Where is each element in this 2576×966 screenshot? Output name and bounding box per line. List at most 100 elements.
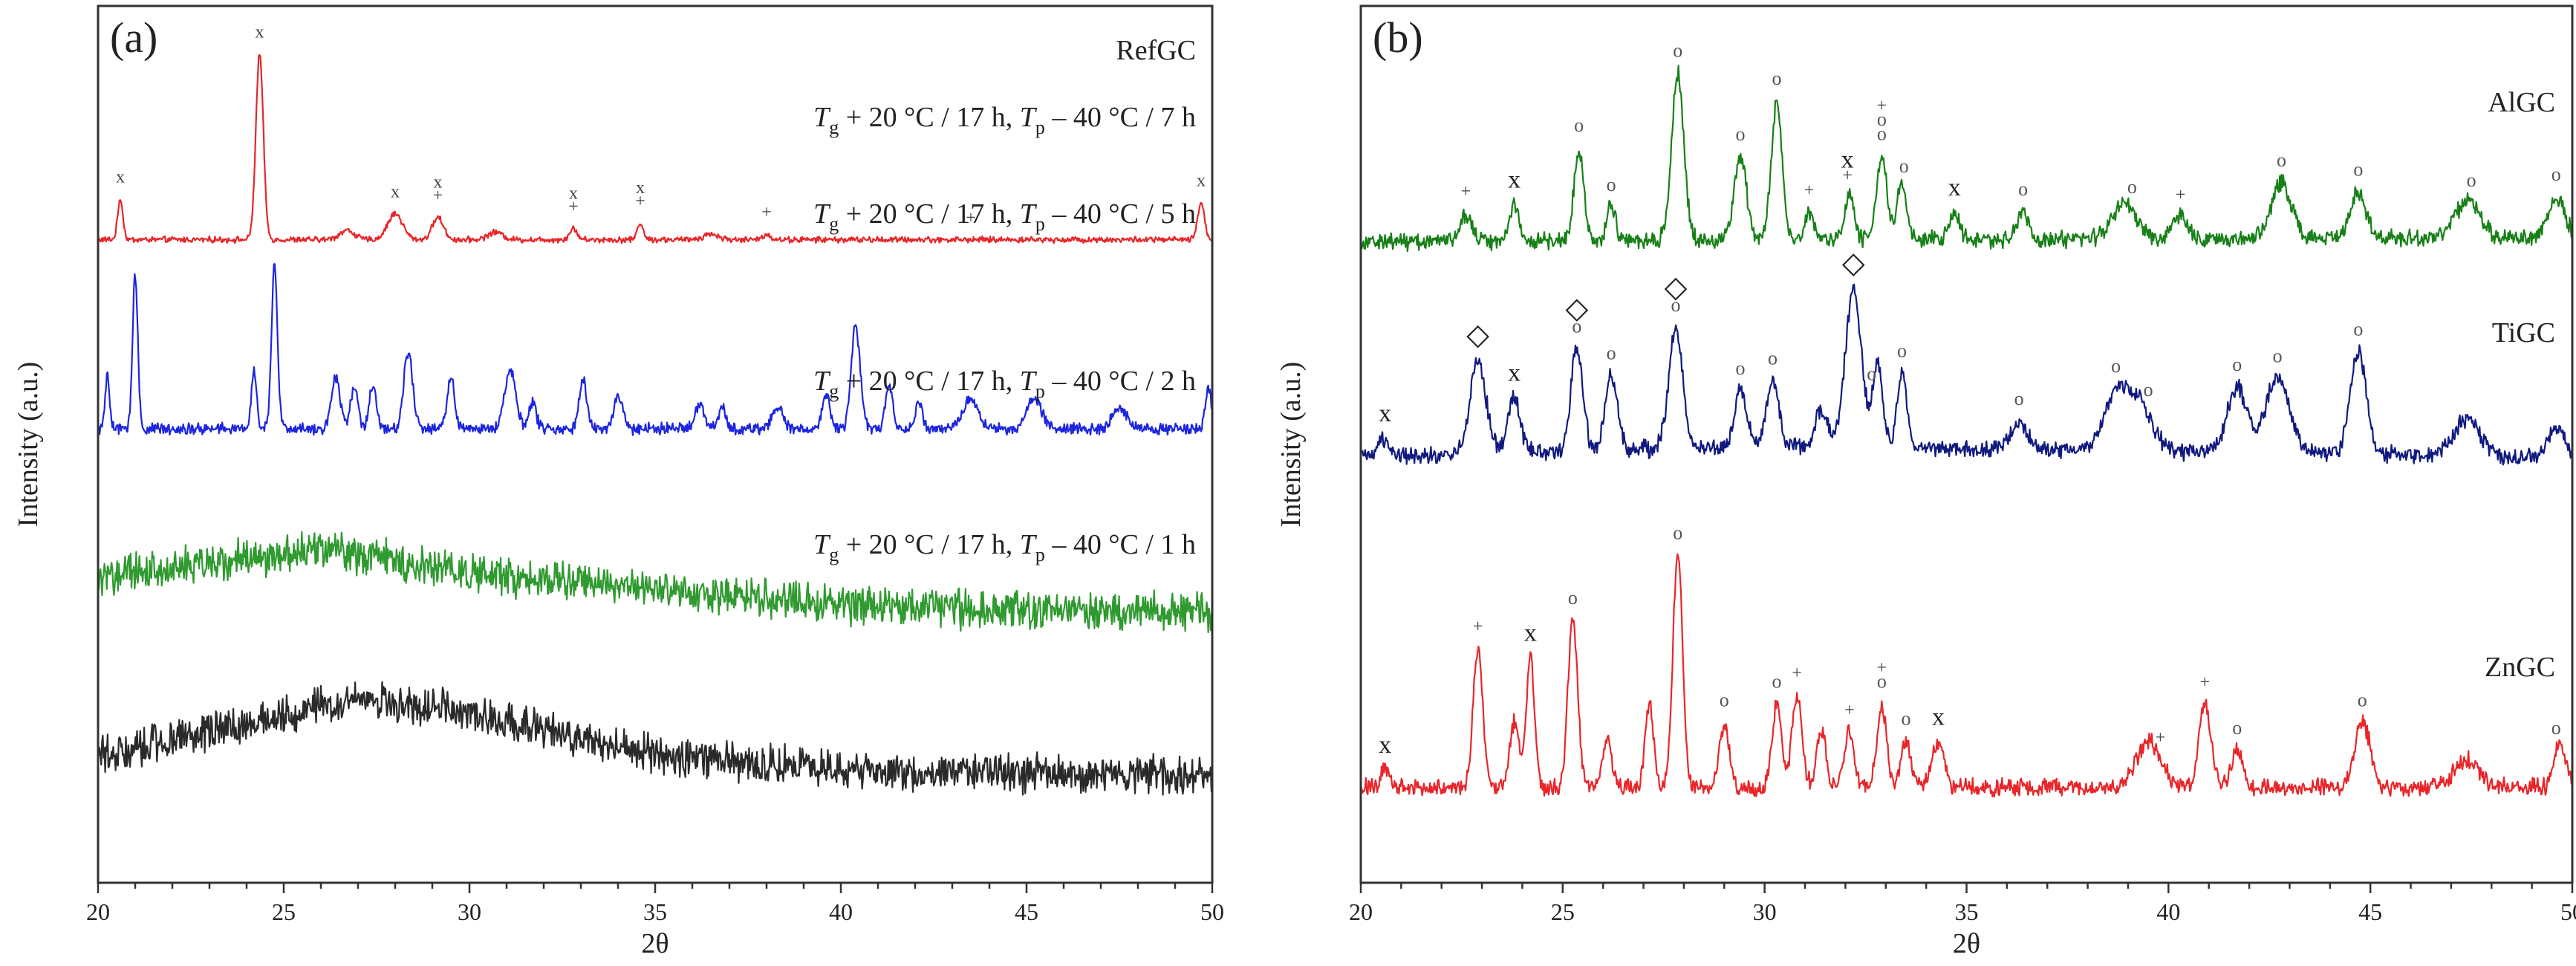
peak-marker: o xyxy=(2358,690,2367,711)
x-tick-label: 40 xyxy=(829,898,853,925)
x-tick-label: 35 xyxy=(1955,898,1979,925)
x-tick-label: 50 xyxy=(1200,898,1224,925)
series-line-algc-0 xyxy=(1359,65,2574,253)
peak-marker: ◇ xyxy=(1842,246,1865,279)
label-part: T xyxy=(813,366,831,397)
peak-marker: o xyxy=(2273,345,2283,366)
label-part: T xyxy=(1020,198,1038,230)
peak-marker: + xyxy=(761,203,772,222)
label-part: T xyxy=(813,529,831,560)
peak-marker: o xyxy=(2353,158,2363,180)
label-part: p xyxy=(1035,380,1045,402)
label-part: – 40 °C / 2 h xyxy=(1045,366,1196,397)
peak-marker: x xyxy=(1932,704,1945,731)
peak-marker: o xyxy=(1574,114,1584,136)
peak-marker: o xyxy=(2018,178,2028,200)
y-axis-label: Intensity (a.u.) xyxy=(13,362,44,528)
peak-marker: o xyxy=(1901,707,1910,729)
panel-label: (a) xyxy=(110,13,157,62)
series-label: Tg + 20 °C / 17 h, Tp – 40 °C / 5 h xyxy=(813,198,1196,235)
peak-marker: o xyxy=(1607,174,1616,195)
peak-marker: + xyxy=(1473,617,1483,637)
peak-marker: o xyxy=(1877,123,1887,144)
peak-marker: ◇ xyxy=(1665,270,1688,303)
label-part: g xyxy=(829,544,839,565)
peak-marker: + xyxy=(2176,186,2186,205)
label-part: + 20 °C / 17 h, xyxy=(839,366,1020,397)
label-part: – 40 °C / 5 h xyxy=(1045,198,1196,230)
peak-marker: ◇ xyxy=(1565,291,1588,325)
x-tick-label: 40 xyxy=(2156,898,2180,925)
label-part: + 20 °C / 17 h, xyxy=(839,198,1020,230)
peak-marker: o xyxy=(1568,587,1578,609)
panel-label: (b) xyxy=(1373,13,1423,62)
peak-marker: + xyxy=(2199,672,2210,692)
peak-marker: o xyxy=(2551,717,2561,739)
peak-marker: o xyxy=(1877,108,1887,130)
x-tick-label: 20 xyxy=(86,898,110,925)
peak-marker: o xyxy=(1673,522,1682,544)
series-label: ZnGC xyxy=(2485,652,2555,683)
peak-marker: o xyxy=(1899,155,1909,177)
peak-marker: + xyxy=(635,192,645,211)
x-tick-label: 30 xyxy=(458,898,481,925)
peak-marker: o xyxy=(1607,343,1616,364)
x-tick-label: 45 xyxy=(2358,898,2382,925)
peak-marker: o xyxy=(1720,690,1729,711)
peak-marker: o xyxy=(1772,68,1781,89)
peak-marker: x xyxy=(391,183,400,202)
x-tick-label: 25 xyxy=(1551,898,1575,925)
label-part: T xyxy=(1020,102,1038,133)
peak-marker: o xyxy=(2277,149,2286,171)
peak-marker: + xyxy=(2156,728,2166,748)
label-part: – 40 °C / 7 h xyxy=(1045,102,1196,133)
peak-marker: o xyxy=(1736,123,1746,145)
peak-marker: + xyxy=(568,198,579,217)
peak-marker: x xyxy=(1841,146,1854,174)
peak-marker: + xyxy=(433,187,443,206)
series-label: RefGC xyxy=(1116,35,1196,66)
label-part: T xyxy=(813,198,831,230)
peak-marker: o xyxy=(2467,169,2476,191)
x-tick-label: 20 xyxy=(1349,898,1373,925)
x-axis-label: 2θ xyxy=(1953,928,1980,959)
peak-marker: o xyxy=(1867,363,1876,385)
label-part: T xyxy=(813,102,831,133)
series-line-zngc-2 xyxy=(1359,553,2573,798)
peak-marker: + xyxy=(1877,658,1887,678)
x-tick-label: 45 xyxy=(1015,898,1038,925)
label-part: g xyxy=(829,213,839,235)
label-part: p xyxy=(1035,544,1045,565)
label-part: + 20 °C / 17 h, xyxy=(839,529,1020,560)
peak-marker: o xyxy=(1897,340,1907,362)
peak-marker: o xyxy=(2111,355,2121,377)
label-part: g xyxy=(829,380,839,402)
peak-marker: + xyxy=(1844,701,1855,720)
peak-marker: o xyxy=(1736,357,1746,379)
peak-marker: o xyxy=(2014,388,2024,409)
chart-panel-a: 20 25 30 35 40 45 50 2θ Intensity (a.u.) (a) RefGC… xyxy=(13,4,1224,959)
peak-marker: x xyxy=(1379,731,1391,759)
y-axis-label: Intensity (a.u.) xyxy=(1275,362,1307,528)
label-part: p xyxy=(1035,213,1045,235)
peak-marker: o xyxy=(1671,294,1681,316)
x-tick-label: 35 xyxy=(643,898,667,925)
x-tick-label: 50 xyxy=(2560,898,2576,925)
chart-panel-b: 20 25 30 35 40 45 50 2θ Intensity (a.u.) (b) AlGC T… xyxy=(1275,4,2576,959)
series-line-tg-1 xyxy=(97,263,1214,436)
label-part: T xyxy=(1020,529,1038,560)
peak-marker: x xyxy=(1524,620,1537,647)
peak-marker: + xyxy=(1877,96,1887,115)
peak-marker: x xyxy=(116,168,125,187)
peak-marker: o xyxy=(2127,176,2137,198)
series-label: Tg + 20 °C / 17 h, Tp – 40 °C / 7 h xyxy=(813,102,1196,138)
peak-marker: ◇ xyxy=(1466,318,1489,351)
peak-marker: o xyxy=(2232,717,2242,739)
peak-marker: x xyxy=(434,173,443,192)
x-tick-label: 30 xyxy=(1753,898,1777,925)
peak-marker: + xyxy=(1461,182,1471,201)
peak-marker: + xyxy=(1842,166,1853,186)
peak-marker: o xyxy=(1768,348,1777,369)
label-part: – 40 °C / 1 h xyxy=(1045,529,1196,560)
